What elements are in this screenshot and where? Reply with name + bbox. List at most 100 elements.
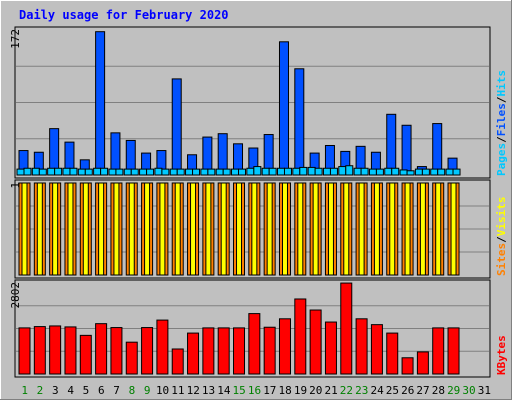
legend-separator: /: [495, 136, 508, 143]
visits-bar: [98, 182, 105, 276]
chart-title: Daily usage for February 2020: [19, 8, 229, 22]
x-tick-label: 31: [478, 384, 491, 397]
hits-bar: [437, 168, 446, 176]
visits-bar: [236, 182, 243, 276]
pages-bar: [62, 167, 71, 176]
x-tick-label: 8: [129, 384, 136, 397]
pages-bar: [445, 168, 454, 176]
hits-bar: [329, 167, 338, 176]
pages-bar: [430, 168, 439, 176]
visits-bar: [404, 182, 411, 276]
visits-bar: [128, 182, 135, 276]
legend-files: Files: [495, 103, 508, 136]
hits-bar: [84, 168, 93, 176]
pages-bar: [108, 168, 117, 176]
hits-bar: [268, 167, 277, 176]
kbytes-bar: [64, 326, 77, 375]
pages-bar: [231, 168, 240, 176]
files-bar: [386, 113, 397, 176]
hits-bar: [38, 168, 47, 176]
files-bar: [171, 78, 182, 176]
legend-separator: /: [495, 236, 508, 243]
x-tick-label: 10: [156, 384, 169, 397]
pages-bar: [123, 168, 132, 176]
x-tick-label: 23: [355, 384, 368, 397]
legend-sites: Sites: [495, 243, 508, 276]
panel-2-legend: Sites/Visits: [495, 197, 508, 277]
x-tick-label: 29: [447, 384, 460, 397]
pages-bar: [399, 169, 408, 176]
pages-bar: [338, 166, 347, 176]
kbytes-bar: [95, 323, 108, 375]
visits-bar: [52, 182, 59, 276]
kbytes-bar: [416, 351, 429, 375]
x-tick-label: 26: [401, 384, 414, 397]
kbytes-bar: [401, 357, 414, 375]
hits-bar: [161, 168, 170, 176]
kbytes-bar: [125, 341, 138, 375]
x-tick-label: 30: [462, 384, 475, 397]
hits-bar: [360, 167, 369, 176]
panel-2-scale-label: 1: [9, 182, 22, 189]
visits-bar: [450, 182, 457, 276]
visits-bar: [113, 182, 120, 276]
files-bar: [432, 123, 443, 176]
hits-bar: [54, 167, 63, 176]
panel-3-scale-label: 2802: [9, 282, 22, 309]
hits-bar: [421, 168, 430, 176]
files-bar: [278, 41, 289, 176]
files-bar: [95, 31, 106, 176]
hits-bar: [238, 168, 247, 176]
visits-bar: [358, 182, 365, 276]
kbytes-bar: [370, 324, 383, 375]
pages-bar: [93, 167, 102, 176]
hits-bar: [452, 168, 461, 176]
pages-bar: [31, 167, 40, 176]
files-bar: [294, 68, 305, 176]
kbytes-bar: [110, 327, 123, 375]
x-tick-label: 7: [113, 384, 120, 397]
visits-bar: [389, 182, 396, 276]
legend-hits: Hits: [495, 70, 508, 97]
kbytes-bar: [386, 332, 399, 375]
legend-separator: /: [495, 96, 508, 103]
hits-bar: [222, 168, 231, 176]
visits-bar: [174, 182, 181, 276]
x-tick-label: 15: [233, 384, 246, 397]
pages-bar: [47, 167, 56, 176]
visits-bar: [251, 182, 258, 276]
visits-bar: [281, 182, 288, 276]
hits-bar: [23, 167, 32, 176]
x-tick-label: 28: [432, 384, 445, 397]
pages-bar: [16, 168, 25, 176]
x-tick-label: 6: [98, 384, 105, 397]
x-tick-label: 25: [386, 384, 399, 397]
kbytes-bar: [248, 313, 261, 375]
hits-bar: [146, 168, 155, 176]
x-tick-label: 3: [52, 384, 59, 397]
visits-bar: [435, 182, 442, 276]
pages-bar: [185, 168, 194, 176]
x-tick-label: 11: [171, 384, 184, 397]
visits-bar: [82, 182, 89, 276]
hits-bar: [192, 168, 201, 176]
kbytes-bar: [156, 319, 169, 375]
hits-bar: [100, 167, 109, 176]
kbytes-bar: [355, 318, 368, 375]
pages-bar: [246, 167, 255, 176]
kbytes-bar: [187, 332, 200, 375]
files-bar: [401, 124, 412, 176]
kbytes-bar: [278, 318, 291, 375]
panel-1-legend: Pages/Files/Hits: [495, 70, 508, 176]
x-tick-label: 4: [67, 384, 74, 397]
visits-bar: [266, 182, 273, 276]
panel-3-legend: KBytes: [495, 335, 508, 375]
visits-bar: [144, 182, 151, 276]
pages-bar: [200, 168, 209, 176]
visits-bar: [297, 182, 304, 276]
pages-bar: [414, 168, 423, 176]
x-tick-label: 9: [144, 384, 151, 397]
kbytes-bar: [18, 327, 31, 375]
hits-bar: [207, 168, 216, 176]
